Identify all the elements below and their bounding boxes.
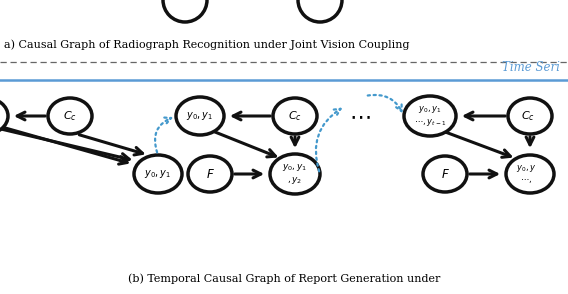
Text: a) Causal Graph of Radiograph Recognition under Joint Vision Coupling: a) Causal Graph of Radiograph Recognitio…	[4, 39, 410, 50]
Ellipse shape	[176, 97, 224, 135]
Text: $y_0, y_1$
$, y_2$: $y_0, y_1$ $, y_2$	[282, 162, 308, 186]
Ellipse shape	[404, 96, 456, 136]
Text: $y_0, y_1$: $y_0, y_1$	[144, 168, 172, 180]
Text: $C_c$: $C_c$	[521, 109, 535, 123]
Ellipse shape	[188, 156, 232, 192]
Ellipse shape	[270, 154, 320, 194]
Ellipse shape	[48, 98, 92, 134]
Text: $\cdots$: $\cdots$	[349, 105, 371, 127]
Ellipse shape	[506, 155, 554, 193]
Ellipse shape	[134, 155, 182, 193]
Text: $y_0, y_1$: $y_0, y_1$	[186, 110, 214, 122]
Text: $y_0, y_1$
$\cdots, y_{t-1}$: $y_0, y_1$ $\cdots, y_{t-1}$	[414, 104, 446, 128]
Text: $C_c$: $C_c$	[288, 109, 302, 123]
Text: $y_0, y$
$\cdots,$: $y_0, y$ $\cdots,$	[516, 163, 536, 185]
Text: $C_c$: $C_c$	[63, 109, 77, 123]
Ellipse shape	[508, 98, 552, 134]
Ellipse shape	[423, 156, 467, 192]
Text: $F$: $F$	[441, 168, 449, 181]
Text: Time Seri: Time Seri	[502, 61, 560, 74]
Ellipse shape	[0, 98, 8, 134]
Ellipse shape	[273, 98, 317, 134]
Text: (b) Temporal Causal Graph of Report Generation under: (b) Temporal Causal Graph of Report Gene…	[128, 273, 440, 284]
Text: $F$: $F$	[206, 168, 215, 181]
